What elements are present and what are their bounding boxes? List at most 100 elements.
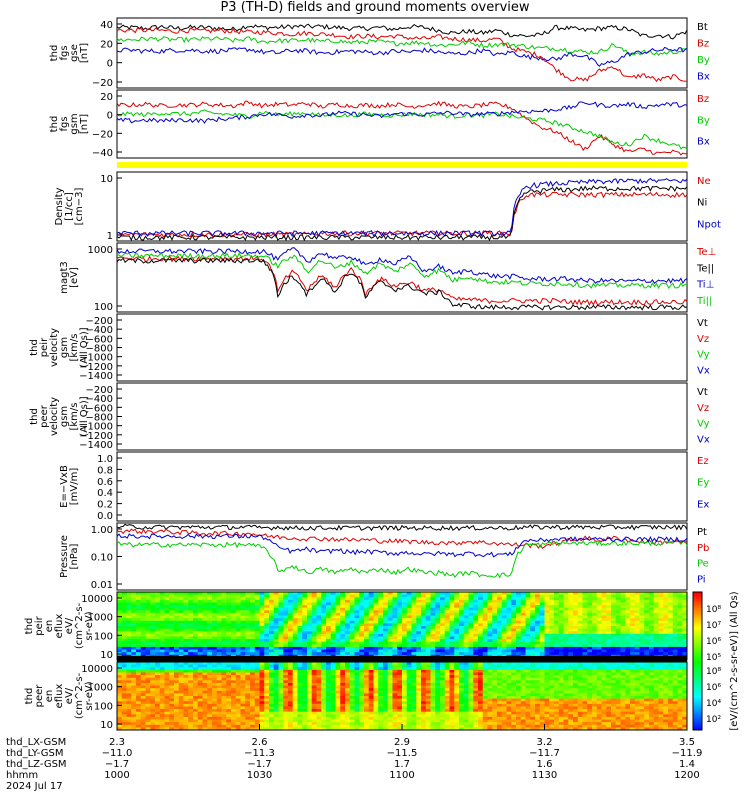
- peir-eflux-cell: [278, 610, 284, 614]
- peir-eflux-cell: [245, 641, 251, 645]
- peir-eflux-cell: [207, 602, 213, 606]
- peir-eflux-cell: [573, 618, 579, 622]
- peer-eflux-cell: [349, 693, 355, 697]
- peir-eflux-cell: [620, 612, 626, 617]
- peir-eflux-cell: [582, 610, 588, 614]
- peer-eflux-cell: [150, 662, 156, 666]
- peir-eflux-cell: [216, 633, 222, 637]
- peir-eflux-cell: [511, 594, 517, 598]
- peir-eflux-cell: [164, 633, 170, 637]
- peir-eflux-cell: [231, 633, 237, 637]
- peer-eflux-cell: [402, 664, 408, 668]
- peir-eflux-cell: [630, 620, 636, 624]
- peir-eflux-cell: [155, 612, 161, 617]
- peir-eflux-cell: [136, 631, 142, 635]
- peir-eflux-cell: [535, 628, 541, 632]
- peer-eflux-cell: [178, 675, 184, 679]
- peir-eflux-cell: [554, 620, 560, 624]
- peir-eflux-cell: [506, 641, 512, 645]
- peir-eflux-cell: [150, 628, 156, 632]
- peir-eflux-cell: [345, 618, 351, 622]
- peir-eflux-cell: [121, 631, 127, 635]
- peer-eflux-cell: [226, 727, 232, 731]
- peir-eflux-cell: [516, 628, 522, 632]
- peir-eflux-cell: [307, 646, 313, 651]
- peer-eflux-cell: [359, 667, 365, 671]
- peir-eflux-cell: [463, 652, 469, 656]
- peer-eflux-cell: [283, 701, 289, 705]
- peer-eflux-cell: [183, 662, 189, 666]
- peir-eflux-cell: [326, 615, 332, 619]
- peir-eflux-cell: [316, 594, 322, 598]
- peer-eflux-cell: [292, 675, 298, 679]
- peer-eflux-cell: [335, 675, 341, 679]
- peir-eflux-cell: [321, 612, 327, 617]
- peir-eflux-cell: [577, 597, 583, 601]
- peer-eflux-cell: [269, 667, 275, 671]
- peer-eflux-cell: [421, 690, 427, 694]
- peir-eflux-cell: [473, 644, 479, 648]
- peer-eflux-cell: [131, 722, 137, 726]
- peir-eflux-cell: [430, 649, 436, 653]
- peer-eflux-cell: [197, 688, 203, 692]
- peir-eflux-cell: [254, 646, 260, 651]
- peir-eflux-cell: [649, 592, 655, 596]
- peer-eflux-cell: [150, 706, 156, 710]
- peir-eflux-cell: [478, 607, 484, 611]
- peir-eflux-cell: [454, 644, 460, 648]
- peir-eflux-cell: [430, 602, 436, 606]
- peer-eflux-cell: [387, 664, 393, 668]
- peir-eflux-cell: [449, 641, 455, 645]
- peir-eflux-cell: [444, 615, 450, 619]
- peer-eflux-cell: [183, 690, 189, 694]
- peir-eflux-cell: [577, 602, 583, 606]
- peir-eflux-cell: [178, 620, 184, 624]
- peir-eflux-cell: [250, 636, 256, 640]
- peir-eflux-ytick-label: 1000: [88, 613, 113, 624]
- peir-eflux-cell: [577, 594, 583, 598]
- peer-eflux-cell: [264, 727, 270, 731]
- peer-eflux-cell: [202, 672, 208, 676]
- peer-eflux-cell: [136, 675, 142, 679]
- peir-eflux-cell: [364, 649, 370, 653]
- peer-eflux-cell: [297, 727, 303, 731]
- fgs-gse-ytick-label: 0: [107, 59, 113, 70]
- peir-eflux-cell: [373, 610, 379, 614]
- peir-eflux-cell: [159, 636, 165, 640]
- peir-eflux-cell: [397, 636, 403, 640]
- peir-eflux-cell: [231, 639, 237, 643]
- peir-eflux-cell: [254, 623, 260, 627]
- peer-eflux-cell: [159, 693, 165, 697]
- peir-eflux-cell: [145, 612, 151, 617]
- peir-eflux-cell: [345, 649, 351, 653]
- peer-eflux-cell: [316, 669, 322, 673]
- peir-eflux-cell: [568, 615, 574, 619]
- peir-eflux-cell: [677, 626, 683, 630]
- peir-eflux-cell: [506, 649, 512, 653]
- peer-eflux-cell: [226, 698, 232, 702]
- peer-eflux-cell: [297, 680, 303, 684]
- peer-eflux-cell: [406, 714, 412, 718]
- peir-eflux-cell: [435, 628, 441, 632]
- peer-eflux-cell: [164, 711, 170, 715]
- peir-eflux-cell: [677, 599, 683, 603]
- peer-eflux-cell: [354, 701, 360, 705]
- peir-eflux-cell: [297, 597, 303, 601]
- peir-eflux-cell: [430, 626, 436, 630]
- peir-eflux-cell: [677, 628, 683, 632]
- peer-eflux-cell: [226, 722, 232, 726]
- peer-eflux-cell: [288, 709, 294, 713]
- peer-eflux-cell: [321, 706, 327, 710]
- peir-eflux-cell: [430, 597, 436, 601]
- peer-eflux-cell: [269, 675, 275, 679]
- peir-eflux-cell: [288, 626, 294, 630]
- peir-eflux-cell: [516, 633, 522, 637]
- peir-eflux-cell: [259, 615, 265, 619]
- peer-eflux-cell: [188, 696, 194, 700]
- peir-eflux-cell: [254, 610, 260, 614]
- peir-eflux-cell: [387, 597, 393, 601]
- peir-eflux-cell: [630, 636, 636, 640]
- peer-eflux-cell: [359, 716, 365, 721]
- peir-eflux-cell: [463, 636, 469, 640]
- peer-eflux-cell: [330, 685, 336, 689]
